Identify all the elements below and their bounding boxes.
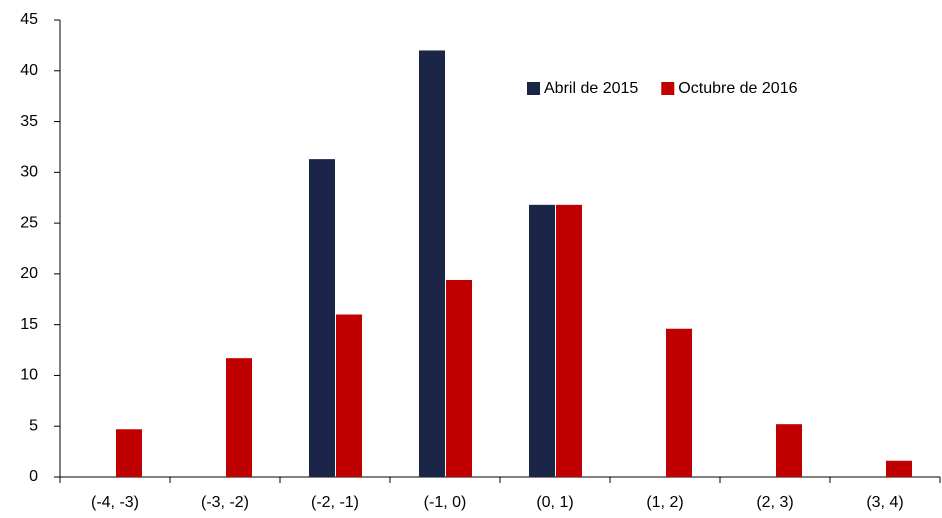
y-tick-label: 45 xyxy=(20,11,38,28)
bar xyxy=(309,159,335,477)
bar xyxy=(116,429,142,477)
bar xyxy=(556,204,582,477)
legend-label: Abril de 2015 xyxy=(544,80,638,97)
bar xyxy=(886,460,912,477)
x-tick-label: (0, 1) xyxy=(536,494,573,511)
bar xyxy=(336,314,362,477)
x-tick-label: (-2, -1) xyxy=(311,494,359,511)
y-tick-label: 20 xyxy=(20,265,38,282)
bar xyxy=(446,279,472,477)
legend-label: Octubre de 2016 xyxy=(678,80,797,97)
legend-swatch xyxy=(527,82,540,95)
x-tick-label: (-3, -2) xyxy=(201,494,249,511)
y-tick-label: 35 xyxy=(20,113,38,130)
y-tick-label: 10 xyxy=(20,367,38,384)
y-tick-label: 15 xyxy=(20,316,38,333)
x-tick-label: (-1, 0) xyxy=(424,494,467,511)
legend-swatch xyxy=(661,82,675,95)
x-tick-label: (3, 4) xyxy=(866,494,903,511)
bar xyxy=(776,424,802,477)
y-tick-label: 25 xyxy=(20,214,38,231)
bar xyxy=(666,328,692,477)
bar xyxy=(529,204,555,477)
x-tick-label: (2, 3) xyxy=(756,494,793,511)
bar xyxy=(419,50,445,477)
y-tick-label: 30 xyxy=(20,164,38,181)
x-tick-label: (-4, -3) xyxy=(91,494,139,511)
bar xyxy=(226,358,252,477)
y-tick-label: 40 xyxy=(20,62,38,79)
y-tick-label: 0 xyxy=(29,468,38,485)
y-tick-label: 5 xyxy=(29,417,38,434)
x-tick-label: (1, 2) xyxy=(646,494,683,511)
